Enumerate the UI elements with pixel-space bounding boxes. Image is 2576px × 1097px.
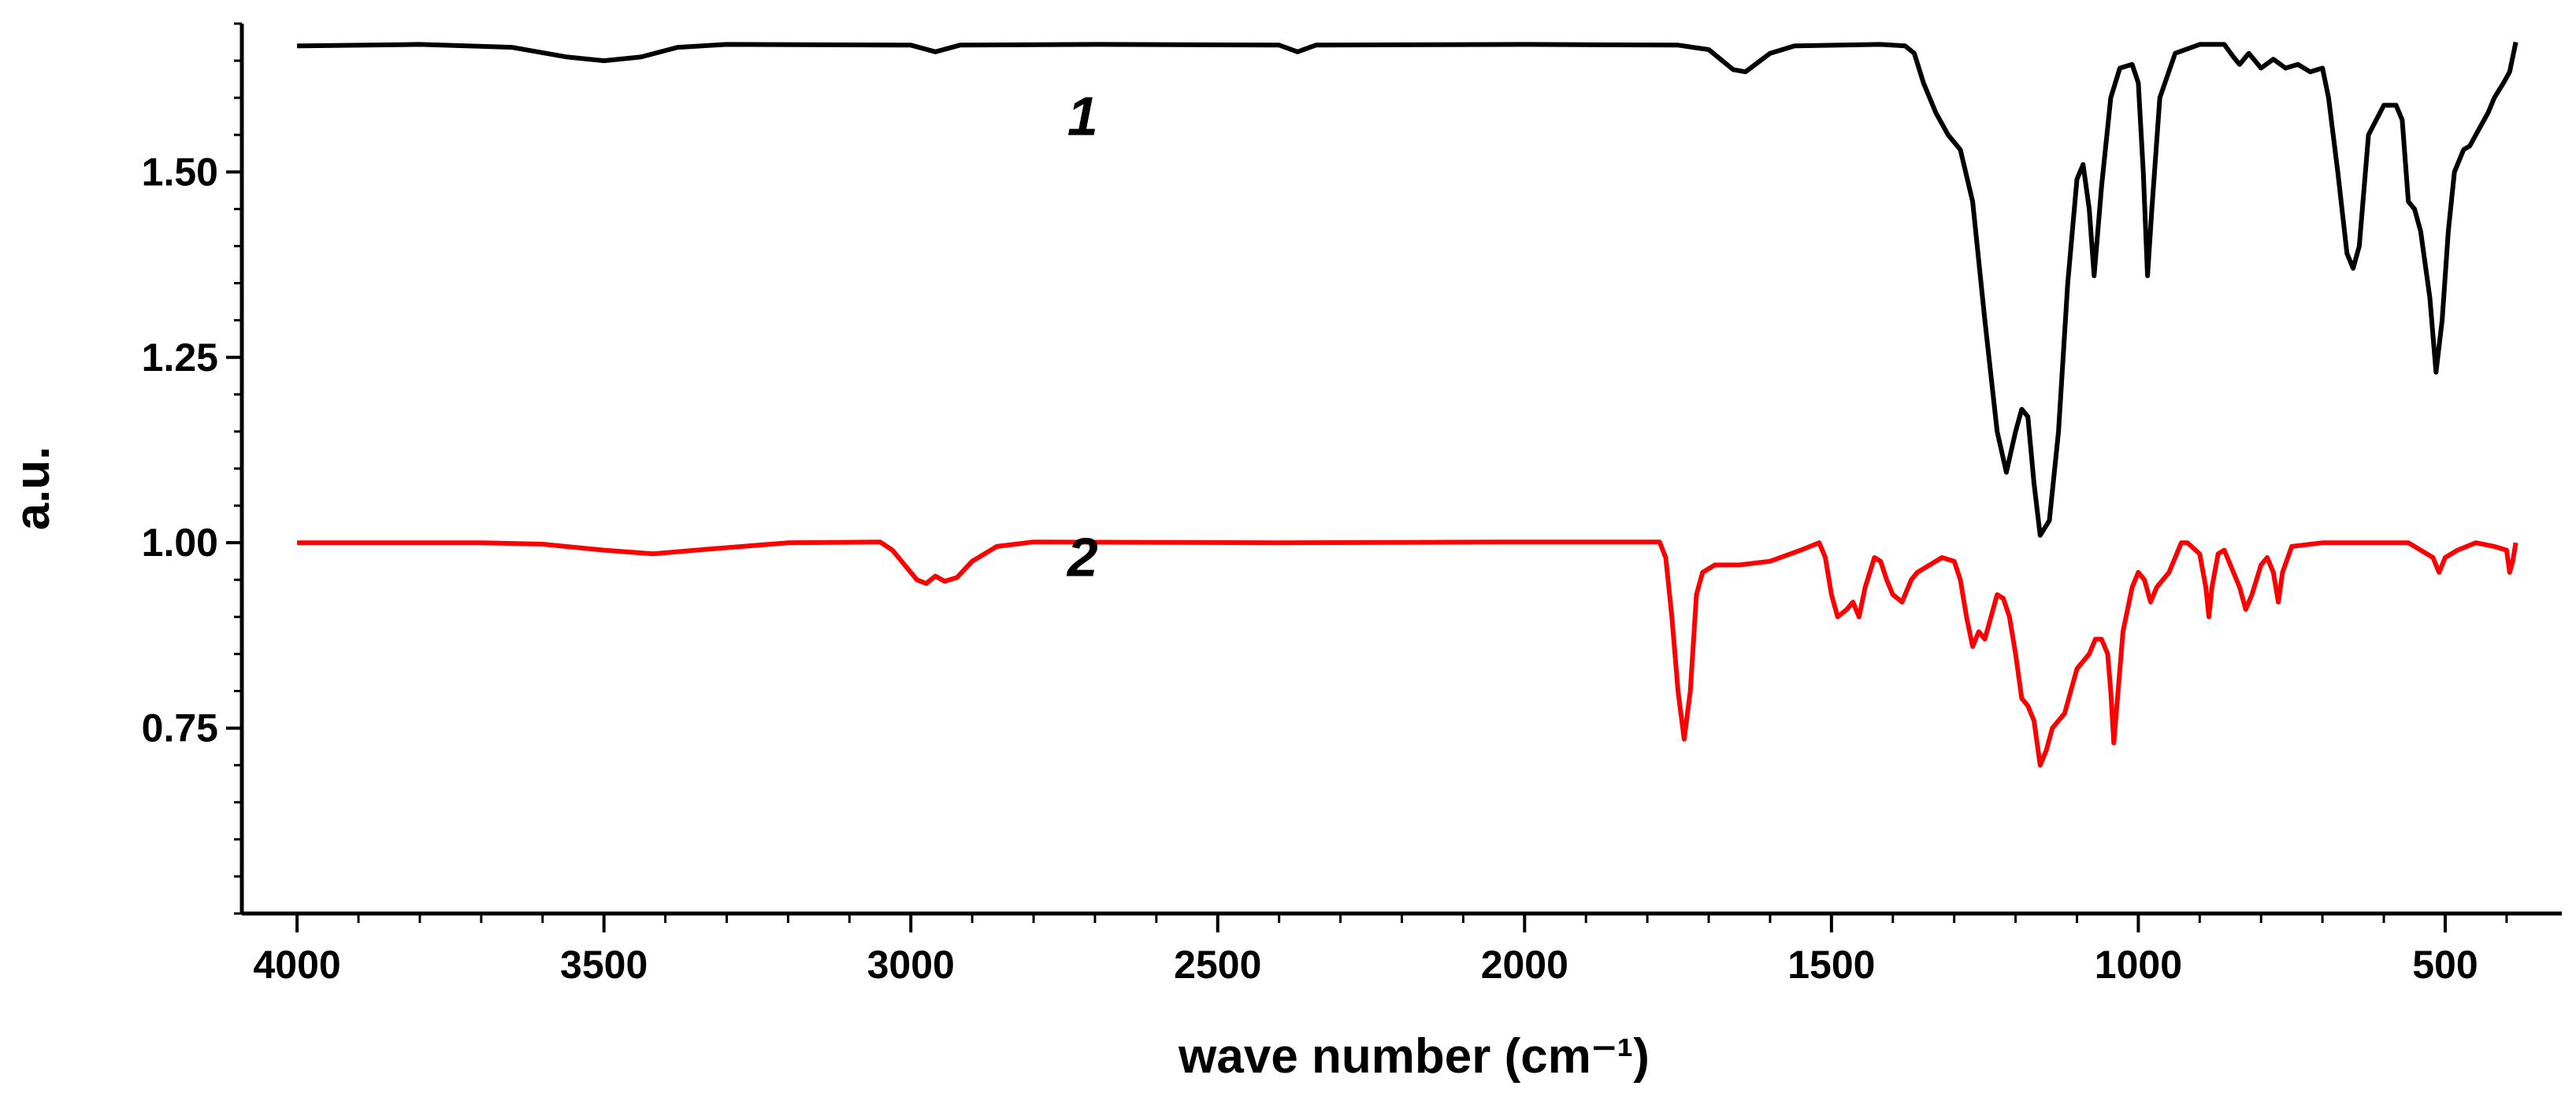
y-tick-label: 0.75 <box>142 706 218 750</box>
x-tick-label: 500 <box>2412 943 2478 987</box>
x-tick-label: 4000 <box>254 943 341 987</box>
x-tick-label: 2500 <box>1174 943 1261 987</box>
x-tick-label: 2000 <box>1481 943 1568 987</box>
y-tick-label: 1.50 <box>142 150 218 194</box>
series-line-2 <box>297 539 2518 768</box>
x-axis-title: wave number (cm⁻¹) <box>1178 1029 1650 1084</box>
series-line-1 <box>297 41 2518 538</box>
y-tick-label: 1.00 <box>142 521 218 565</box>
y-axis-title: a.u. <box>6 447 60 531</box>
x-tick-label: 3000 <box>867 943 955 987</box>
series-label-1: 1 <box>1067 85 1098 146</box>
series-label-2: 2 <box>1066 527 1098 588</box>
y-tick-label: 1.25 <box>142 335 218 380</box>
x-tick-label: 1000 <box>2095 943 2182 987</box>
x-tick-label: 3500 <box>560 943 648 987</box>
x-tick-label: 1500 <box>1787 943 1875 987</box>
